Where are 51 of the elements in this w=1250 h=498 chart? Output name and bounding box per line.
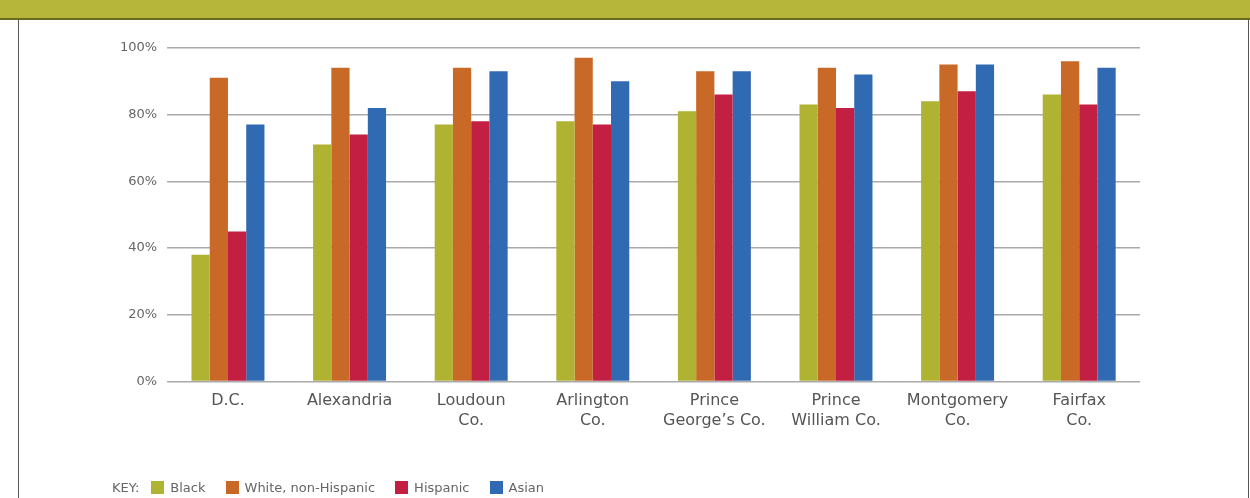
bar bbox=[191, 254, 210, 381]
bar bbox=[677, 111, 697, 381]
bar bbox=[349, 134, 368, 381]
bar bbox=[1079, 104, 1098, 381]
legend-label: Asian bbox=[508, 480, 544, 495]
bar bbox=[817, 67, 836, 381]
bar bbox=[921, 101, 940, 381]
y-tick-label: 40% bbox=[128, 239, 158, 255]
bar bbox=[975, 64, 995, 381]
legend-title: KEY: bbox=[112, 480, 140, 495]
bar bbox=[592, 124, 612, 381]
y-tick-label: 80% bbox=[128, 105, 158, 121]
bar bbox=[799, 104, 818, 381]
x-tick-label: D.C. bbox=[211, 390, 245, 410]
bar bbox=[246, 124, 265, 381]
bar bbox=[835, 107, 855, 381]
bar bbox=[732, 71, 751, 381]
x-tick-label: Fairfax Co. bbox=[1052, 390, 1106, 429]
bar bbox=[489, 71, 508, 381]
bar bbox=[611, 81, 630, 381]
bar bbox=[1060, 61, 1080, 381]
bar bbox=[574, 57, 593, 381]
bar bbox=[227, 231, 247, 381]
legend-label: White, non-Hispanic bbox=[244, 480, 376, 495]
bar bbox=[331, 67, 350, 381]
bar bbox=[434, 124, 453, 381]
bar bbox=[556, 121, 575, 381]
bar bbox=[313, 144, 332, 381]
y-tick-label: 100% bbox=[119, 39, 158, 55]
bar bbox=[1042, 94, 1061, 381]
y-tick-label: 0% bbox=[136, 372, 158, 388]
legend-label: Black bbox=[170, 480, 206, 495]
x-tick-label: Prince William Co. bbox=[791, 390, 881, 429]
bar bbox=[854, 74, 873, 381]
bar bbox=[957, 91, 976, 381]
bar bbox=[1097, 67, 1116, 381]
x-tick-label: Prince George’s Co. bbox=[663, 390, 766, 429]
bar bbox=[714, 94, 733, 381]
bar bbox=[939, 64, 958, 381]
bar bbox=[696, 71, 715, 381]
x-tick-label: Montgomery Co. bbox=[906, 390, 1009, 429]
x-tick-label: Alexandria bbox=[306, 390, 393, 410]
bar bbox=[209, 77, 228, 381]
x-tick-label: Loudoun Co. bbox=[436, 390, 506, 429]
x-tick-label: Arlington Co. bbox=[556, 390, 630, 429]
y-tick-label: 60% bbox=[128, 172, 158, 188]
legend-label: Hispanic bbox=[414, 480, 470, 495]
bar bbox=[452, 67, 472, 381]
bar bbox=[471, 121, 490, 381]
y-tick-label: 20% bbox=[128, 306, 158, 322]
bar bbox=[367, 107, 387, 381]
